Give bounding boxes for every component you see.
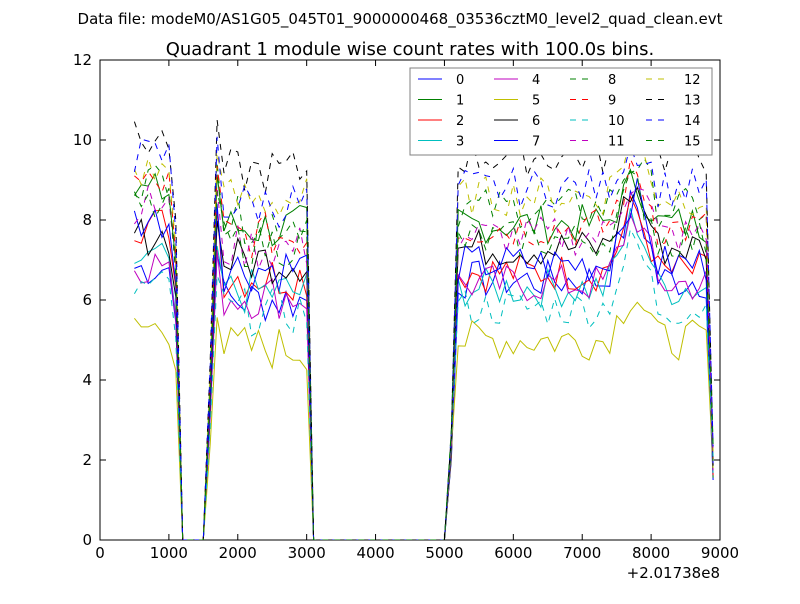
series-line-10	[133, 227, 714, 540]
y-tick-label: 4	[82, 371, 92, 389]
legend-label-0: 0	[456, 73, 464, 88]
legend-label-15: 15	[684, 135, 701, 150]
legend-label-1: 1	[456, 94, 464, 109]
figure-suptitle: Data file: modeM0/AS1G05_045T01_90000004…	[78, 10, 723, 29]
x-tick-label: 4000	[356, 544, 394, 562]
y-tick-label: 12	[73, 51, 92, 69]
series-line-6	[133, 186, 714, 540]
series-line-12	[133, 132, 714, 540]
legend-label-14: 14	[684, 114, 701, 129]
series-line-9	[134, 157, 714, 540]
x-axis-offset-label: +2.01738e8	[627, 564, 720, 582]
legend-label-8: 8	[608, 73, 616, 88]
legend-label-10: 10	[608, 114, 625, 129]
legend-label-7: 7	[532, 135, 540, 150]
legend-label-6: 6	[532, 114, 540, 129]
y-tick-label: 0	[82, 531, 92, 549]
series-line-0	[134, 189, 714, 540]
series-line-15	[133, 170, 714, 540]
legend-label-2: 2	[456, 114, 464, 129]
legend-label-4: 4	[532, 73, 540, 88]
legend-label-3: 3	[456, 135, 464, 150]
x-tick-label: 0	[95, 544, 105, 562]
series-line-5	[134, 301, 714, 540]
series-line-8	[134, 157, 714, 540]
legend-label-12: 12	[684, 73, 701, 88]
y-tick-label: 6	[82, 291, 92, 309]
x-tick-label: 5000	[425, 544, 463, 562]
series-line-14	[133, 136, 714, 540]
legend-label-9: 9	[608, 94, 616, 109]
legend-label-5: 5	[532, 94, 540, 109]
x-tick-label: 3000	[288, 544, 326, 562]
x-tick-label: 2000	[219, 544, 257, 562]
y-tick-label: 10	[73, 131, 92, 149]
x-tick-label: 6000	[494, 544, 532, 562]
x-tick-label: 8000	[632, 544, 670, 562]
x-tick-label: 7000	[563, 544, 601, 562]
series-line-11	[134, 184, 714, 540]
x-tick-label: 1000	[150, 544, 188, 562]
x-axis: 0 1000 2000 3000 4000 5000 6000 7000 8000 9000	[95, 60, 739, 562]
y-tick-label: 2	[82, 451, 92, 469]
legend-label-13: 13	[684, 94, 701, 109]
legend-label-11: 11	[608, 135, 625, 150]
chart-title: Quadrant 1 module wise count rates with …	[166, 39, 655, 60]
plot-area	[99, 59, 721, 541]
x-tick-label: 9000	[701, 544, 739, 562]
y-tick-label: 8	[82, 211, 92, 229]
series-line-1	[133, 168, 714, 540]
